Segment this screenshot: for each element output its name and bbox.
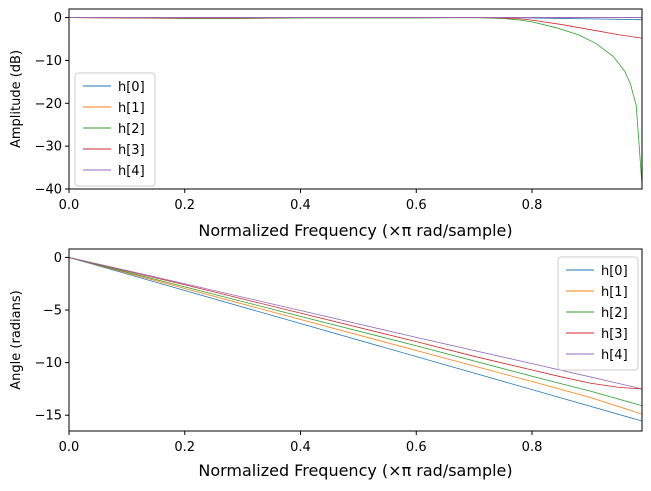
axes-frame xyxy=(68,248,643,432)
series-line-4 xyxy=(69,257,642,390)
legend-entry: h[2] xyxy=(601,306,628,321)
series-group xyxy=(69,257,642,422)
x-tick-label: 0.2 xyxy=(174,198,195,213)
legend-box xyxy=(74,72,156,187)
legend-entry: h[0] xyxy=(601,264,628,279)
series-group xyxy=(69,17,642,185)
x-tick-label: 0.0 xyxy=(59,198,80,213)
subplot-1: 0.0 0.2 0.4 0.6 0.8 0 −5 −10 −15 Normalized Frequ… xyxy=(9,248,643,480)
series-line-0 xyxy=(69,257,642,422)
legend-entry: h[1] xyxy=(601,285,628,300)
legend-entry: h[4] xyxy=(118,164,145,179)
legend-entry: h[0] xyxy=(118,80,145,95)
series-line-3 xyxy=(69,257,642,390)
y-tick-label: 0 xyxy=(54,251,62,266)
y-tick-label: −5 xyxy=(43,304,62,319)
y-tick-label: −20 xyxy=(35,97,62,112)
legend-entry: h[3] xyxy=(118,143,145,158)
series-line-2 xyxy=(69,257,642,407)
y-tick-label: 0 xyxy=(54,11,62,26)
x-tick-label: 0.6 xyxy=(406,198,427,213)
series-line-2 xyxy=(69,17,642,185)
subplot-0: 0.0 0.2 0.4 0.6 0.8 0 −10 −20 −30 −40 Normalized F… xyxy=(9,8,643,240)
x-tick-label: 0.0 xyxy=(59,440,80,455)
y-axis-label: Angle (radians) xyxy=(9,290,24,389)
legend-entry: h[1] xyxy=(118,101,145,116)
x-tick-label: 0.4 xyxy=(290,198,311,213)
y-tick-label: −10 xyxy=(35,54,62,69)
y-tick-label: −40 xyxy=(35,183,62,198)
x-tick-label: 0.4 xyxy=(290,440,311,455)
x-tick-label: 0.8 xyxy=(522,440,543,455)
x-axis-label: Normalized Frequency (×π rad/sample) xyxy=(198,461,512,480)
legend-entry: h[3] xyxy=(601,327,628,342)
axes-frame xyxy=(68,8,643,190)
legend: h[0] h[1] h[2] h[3] h[4] xyxy=(557,256,639,371)
x-tick-label: 0.8 xyxy=(522,198,543,213)
x-axis-label: Normalized Frequency (×π rad/sample) xyxy=(198,221,512,240)
legend-entry: h[2] xyxy=(118,122,145,137)
y-axis-label: Amplitude (dB) xyxy=(9,50,24,148)
legend-entry: h[4] xyxy=(601,348,628,363)
legend: h[0] h[1] h[2] h[3] h[4] xyxy=(74,72,156,187)
series-line-1 xyxy=(69,257,642,415)
x-tick-label: 0.6 xyxy=(406,440,427,455)
x-tick-label: 0.2 xyxy=(174,440,195,455)
y-tick-label: −30 xyxy=(35,140,62,155)
legend-box xyxy=(557,256,639,371)
y-tick-label: −15 xyxy=(35,409,62,424)
y-tick-label: −10 xyxy=(35,356,62,371)
